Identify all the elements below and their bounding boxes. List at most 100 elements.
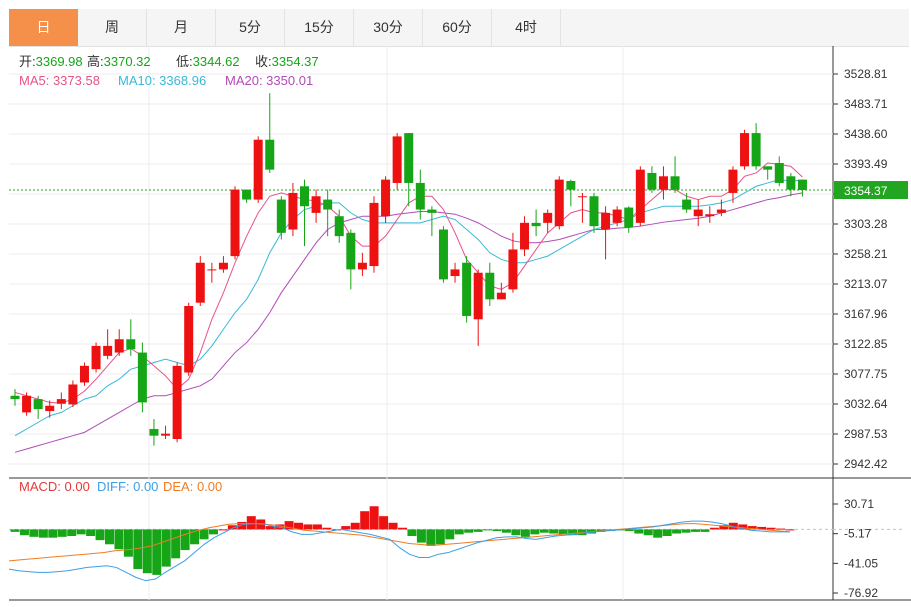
tab-2[interactable]: 月 <box>147 9 216 46</box>
macd-bar <box>38 529 48 538</box>
high-value: 3370.32 <box>104 54 151 69</box>
tab-6[interactable]: 60分 <box>423 9 492 46</box>
macd-y-tick-label: 30.71 <box>844 497 874 511</box>
macd-bar <box>568 529 578 536</box>
candle-body <box>438 229 448 280</box>
macd-bar <box>483 529 493 531</box>
y-tick-label: 3213.07 <box>844 277 888 291</box>
y-tick-label: 3032.64 <box>844 397 888 411</box>
candle <box>195 256 205 306</box>
candle <box>311 189 321 223</box>
macd-bar <box>19 529 29 536</box>
macd-bar <box>520 529 530 537</box>
candle-body <box>635 169 645 223</box>
macd-bar <box>388 522 398 530</box>
candle-body <box>33 399 43 410</box>
candle <box>601 206 611 260</box>
macd-bar <box>464 529 474 533</box>
dea-label: DEA: 0.00 <box>163 479 222 494</box>
macd-bar <box>501 529 511 533</box>
macd-bar <box>776 528 786 530</box>
macd-bar <box>303 524 313 530</box>
candle <box>369 196 379 273</box>
candle-body <box>161 433 171 436</box>
candle-body <box>91 345 101 370</box>
candle <box>149 419 159 446</box>
candle-body <box>334 216 344 237</box>
candle-body <box>554 179 564 227</box>
candle-body <box>149 429 159 436</box>
candle <box>566 179 576 207</box>
candle-body <box>450 269 460 277</box>
tab-1[interactable]: 周 <box>78 9 147 46</box>
tab-4[interactable]: 15分 <box>285 9 354 46</box>
candle <box>450 262 460 283</box>
candle <box>253 136 263 203</box>
macd-bar <box>350 522 360 530</box>
chart-grid <box>9 46 911 601</box>
candle <box>682 192 692 213</box>
candle-body <box>300 186 309 207</box>
candle <box>670 156 680 193</box>
macd-bar <box>672 529 682 534</box>
candle <box>276 196 286 240</box>
candle <box>589 192 599 233</box>
candle <box>763 166 773 180</box>
candle <box>404 133 414 207</box>
candle-body <box>68 384 78 405</box>
macd-bar <box>265 526 275 530</box>
y-tick-label: 3077.75 <box>844 367 888 381</box>
macd-bar <box>435 529 445 545</box>
macd-bar <box>379 516 389 530</box>
tab-7[interactable]: 4时 <box>492 9 561 46</box>
macd-bar <box>180 529 190 551</box>
candle-body <box>126 339 136 350</box>
candle-body <box>311 196 321 213</box>
macd-bar <box>312 524 322 530</box>
candle <box>56 392 66 410</box>
close-value: 3354.37 <box>272 54 319 69</box>
candle-body <box>462 262 472 316</box>
candle <box>531 209 541 237</box>
tab-5[interactable]: 30分 <box>354 9 423 46</box>
candle-body <box>381 179 391 217</box>
candle <box>357 252 367 277</box>
y-tick-label: 3483.71 <box>844 97 888 111</box>
macd-bar <box>152 529 162 575</box>
candle <box>10 389 20 406</box>
y-tick-label: 3438.60 <box>844 127 888 141</box>
candle-body <box>716 209 726 213</box>
candle-body <box>774 162 784 183</box>
candle <box>485 262 495 306</box>
candle <box>114 329 124 356</box>
candle-body <box>392 136 402 183</box>
candle <box>68 380 78 408</box>
macd-bar <box>766 527 776 530</box>
ma10-label: MA10: 3368.96 <box>118 73 206 88</box>
tab-3[interactable]: 5分 <box>216 9 285 46</box>
macd-bar <box>549 529 559 534</box>
macd-bar <box>227 525 237 530</box>
tab-0[interactable]: 日 <box>9 9 78 46</box>
macd-bar <box>454 529 464 535</box>
candle-body <box>103 345 113 356</box>
ma20-line <box>14 192 803 453</box>
macd-y-tick-label: -5.17 <box>844 527 872 541</box>
candle-body <box>693 209 703 217</box>
macd-label: MACD: 0.00 <box>19 479 90 494</box>
open-label: 开:3369.98 <box>19 54 83 69</box>
y-tick-label: 2987.53 <box>844 427 888 441</box>
candle-body <box>520 222 530 250</box>
candle <box>323 189 333 237</box>
candle-body <box>797 179 807 191</box>
candle <box>161 425 171 440</box>
candle-body <box>612 209 622 223</box>
low-label: 低:3344.62 <box>176 54 240 69</box>
candle <box>91 342 101 373</box>
macd-bar <box>48 529 58 538</box>
candle-body <box>288 192 298 230</box>
y-tick-label: 2942.42 <box>844 457 888 471</box>
candle <box>658 166 668 200</box>
candle-body <box>543 212 553 223</box>
